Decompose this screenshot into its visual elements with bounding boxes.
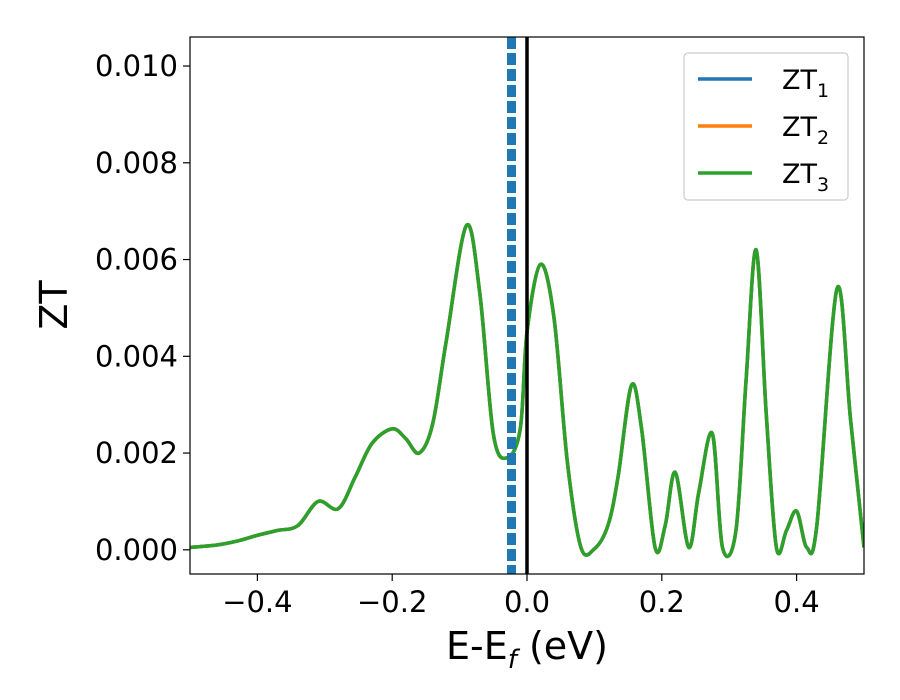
y-axis-title: ZT	[32, 280, 76, 330]
x-axis: −0.4 −0.2 0.0 0.2 0.4	[222, 574, 820, 619]
y-tick-label: 0.000	[95, 533, 178, 567]
x-tick-label: −0.2	[357, 585, 427, 619]
legend: ZT1 ZT2 ZT3	[683, 52, 849, 201]
y-tick-label: 0.008	[95, 146, 178, 180]
y-tick-label: 0.010	[95, 49, 178, 83]
reference-lines	[506, 37, 529, 574]
x-axis-title: E-Ef (eV)	[446, 624, 608, 675]
x-tick-label: 0.2	[639, 585, 685, 619]
y-tick-label: 0.006	[95, 243, 178, 277]
y-tick-label: 0.004	[95, 339, 178, 373]
y-tick-label: 0.002	[95, 436, 178, 470]
series-line-3	[190, 222, 864, 559]
x-tick-label: −0.4	[222, 585, 292, 619]
legend-box	[683, 52, 849, 201]
legend-label-3: ZT3	[782, 159, 829, 196]
y-axis: 0.000 0.002 0.004 0.006 0.008 0.010	[95, 49, 190, 567]
legend-label-1: ZT1	[782, 65, 829, 102]
x-tick-label: 0.0	[504, 585, 550, 619]
legend-label-2: ZT2	[782, 112, 829, 149]
x-tick-label: 0.4	[774, 585, 820, 619]
series-layer	[190, 222, 864, 559]
